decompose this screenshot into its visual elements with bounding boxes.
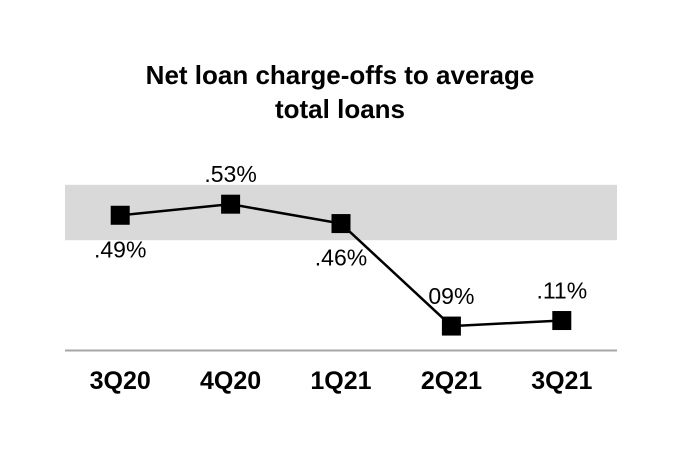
data-point-marker-3q21 [552, 311, 572, 331]
chart-title: Net loan charge-offs to average total lo… [0, 58, 680, 126]
data-point-label-4q20: .53% [204, 161, 256, 187]
x-axis-label-4q20: 4Q20 [200, 367, 261, 395]
x-axis-label-3q21: 3Q21 [531, 367, 592, 395]
data-point-marker-3q20 [110, 205, 130, 225]
data-point-marker-4q20 [221, 194, 241, 214]
chart-title-line1: Net loan charge-offs to average [145, 60, 535, 90]
data-point-marker-2q21 [441, 316, 461, 336]
data-point-marker-1q21 [331, 214, 351, 234]
data-point-label-1q21: .46% [315, 245, 367, 271]
data-point-label-3q20: .49% [94, 236, 146, 262]
x-axis-label-2q21: 2Q21 [421, 367, 482, 395]
data-point-label-3q21: .11% [536, 278, 587, 304]
chart-title-line2: total loans [274, 94, 405, 124]
data-point-label-2q21: 09% [428, 283, 474, 309]
x-axis-label-3q20: 3Q20 [90, 367, 151, 395]
x-axis-label-1q21: 1Q21 [310, 367, 371, 395]
